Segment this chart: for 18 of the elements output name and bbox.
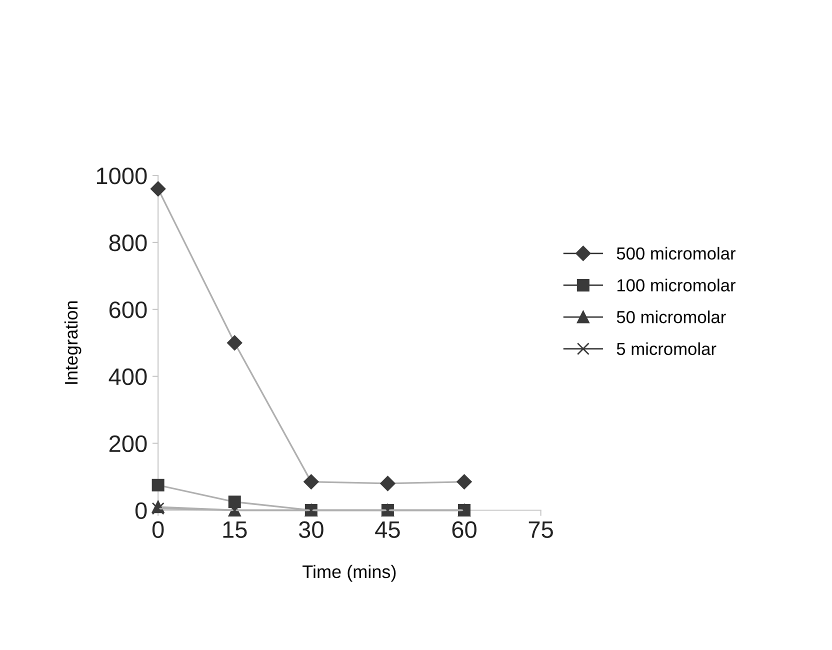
legend-label: 500 micromolar (616, 246, 736, 260)
x-tick-label: 60 (452, 521, 476, 538)
y-axis-title: Integration (64, 301, 82, 384)
y-tick-label: 600 (109, 301, 147, 318)
legend-label: 100 micromolar (617, 278, 736, 292)
y-tick-label: 0 (135, 502, 147, 520)
y-tick-label: 800 (109, 234, 147, 252)
y-tick-label: 1000 (96, 168, 147, 184)
y-tick-label: 400 (108, 368, 147, 386)
x-tick-label: 45 (375, 522, 400, 538)
legend-label: 5 micromolar (616, 342, 716, 356)
legend-label: 50 micromolar (616, 310, 726, 324)
x-tick-label: 0 (152, 521, 164, 538)
x-tick-label: 30 (298, 521, 324, 538)
y-tick-label: 200 (109, 435, 147, 452)
x-axis-title: Time (mins) (302, 564, 396, 582)
x-tick-label: 15 (223, 522, 247, 538)
x-tick-label: 75 (528, 522, 553, 538)
